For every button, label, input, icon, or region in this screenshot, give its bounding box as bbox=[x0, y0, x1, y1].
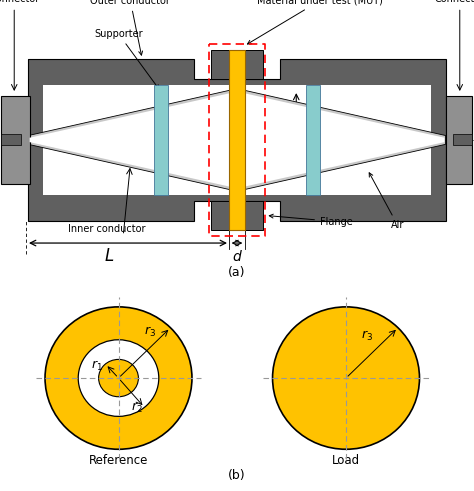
Text: N-type
Connector: N-type Connector bbox=[435, 0, 474, 4]
Text: $r_3$: $r_3$ bbox=[300, 102, 312, 116]
Polygon shape bbox=[29, 93, 230, 187]
Bar bbox=[211, 201, 263, 230]
Bar bbox=[1, 96, 29, 184]
Bar bbox=[446, 96, 472, 184]
Bar bbox=[1, 135, 21, 145]
Bar bbox=[229, 50, 246, 230]
Text: Inner conductor: Inner conductor bbox=[68, 224, 146, 234]
Text: Air: Air bbox=[369, 173, 404, 230]
Polygon shape bbox=[28, 140, 446, 221]
Text: Load: Load bbox=[332, 454, 360, 467]
Polygon shape bbox=[244, 90, 446, 190]
Bar bbox=[154, 85, 168, 195]
Text: Supporter: Supporter bbox=[94, 29, 159, 89]
Bar bbox=[194, 40, 280, 79]
Bar bbox=[211, 50, 263, 79]
Bar bbox=[43, 85, 431, 195]
Text: $r_2$: $r_2$ bbox=[251, 114, 263, 129]
Text: (b): (b) bbox=[228, 469, 246, 482]
Polygon shape bbox=[28, 90, 230, 190]
Bar bbox=[28, 140, 446, 221]
Text: N-type
Connector: N-type Connector bbox=[0, 0, 39, 4]
Text: $d$: $d$ bbox=[232, 249, 242, 265]
Text: (a): (a) bbox=[228, 266, 246, 279]
Ellipse shape bbox=[99, 359, 138, 397]
Bar bbox=[453, 135, 472, 145]
Text: Reference: Reference bbox=[89, 454, 148, 467]
Ellipse shape bbox=[273, 307, 419, 449]
Bar bbox=[194, 201, 280, 240]
Ellipse shape bbox=[78, 340, 159, 416]
Polygon shape bbox=[28, 59, 446, 140]
Polygon shape bbox=[244, 93, 445, 187]
Text: Outer conductor: Outer conductor bbox=[91, 0, 170, 55]
Text: $r_3$: $r_3$ bbox=[144, 326, 156, 339]
Ellipse shape bbox=[45, 307, 192, 449]
Text: $r_2$: $r_2$ bbox=[131, 401, 142, 415]
Text: $r_3$: $r_3$ bbox=[361, 329, 373, 343]
Text: $L$: $L$ bbox=[104, 247, 114, 266]
Bar bbox=[306, 85, 320, 195]
Bar bbox=[28, 59, 446, 140]
Text: $r_1$: $r_1$ bbox=[194, 108, 206, 122]
Text: Flange: Flange bbox=[269, 214, 353, 227]
Text: $r_1$: $r_1$ bbox=[91, 359, 102, 373]
Text: Material under test (MUT): Material under test (MUT) bbox=[247, 0, 383, 44]
